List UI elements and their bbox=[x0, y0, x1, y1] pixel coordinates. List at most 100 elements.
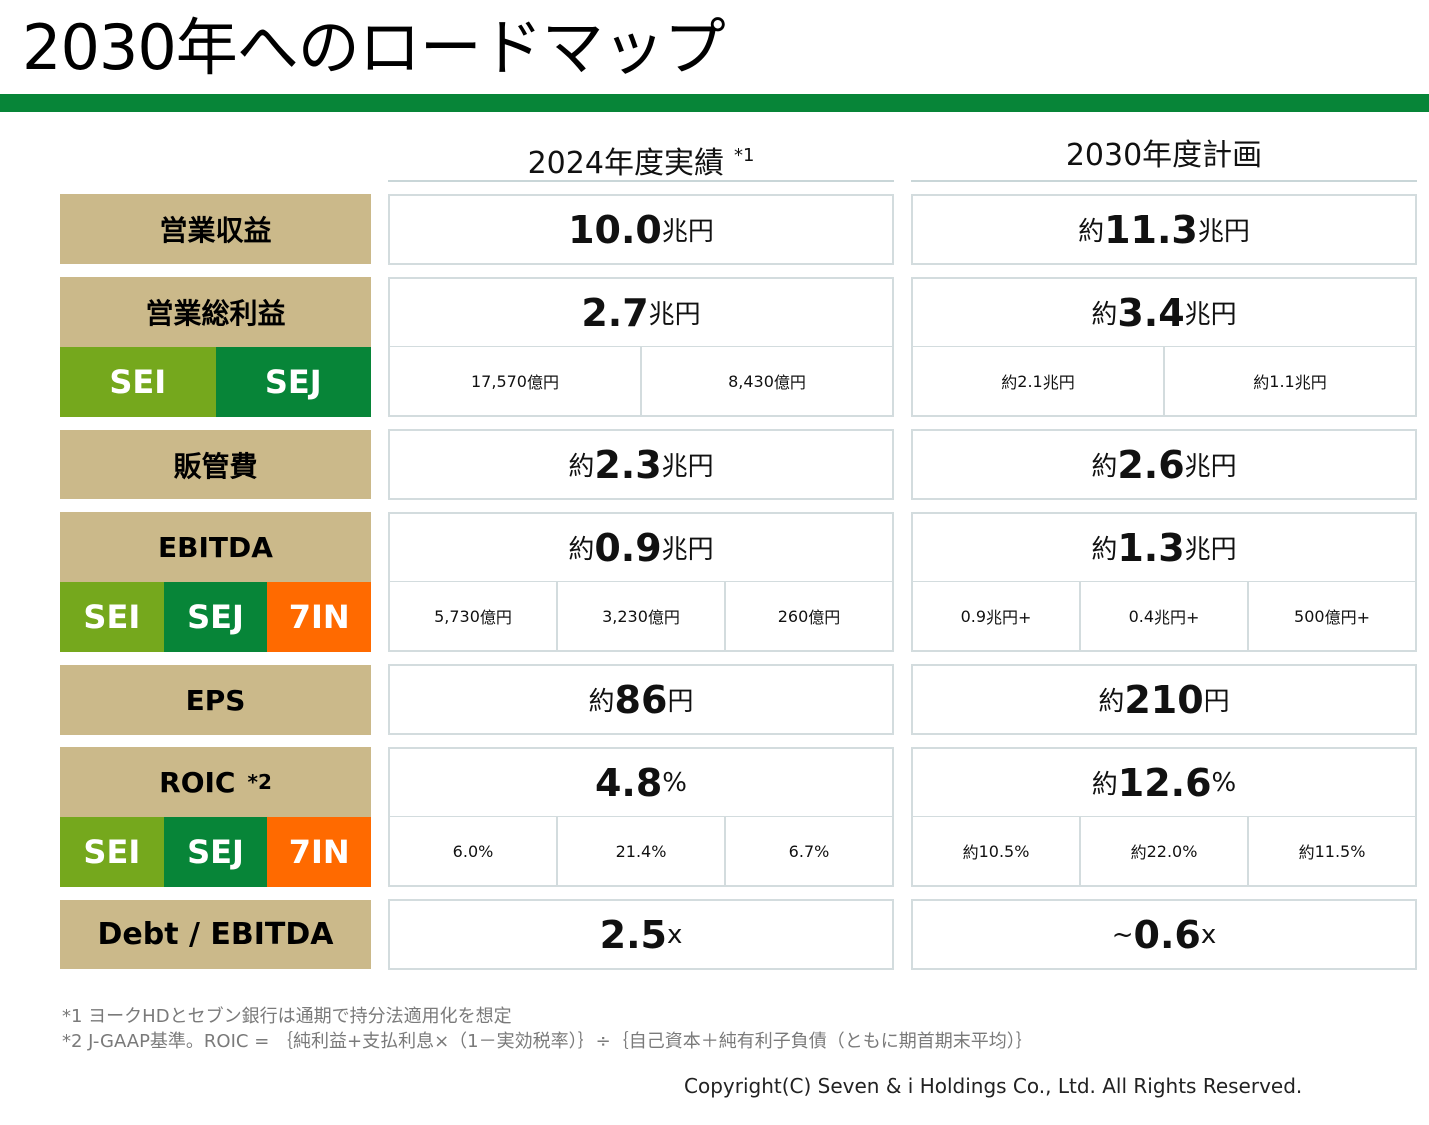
ebitda-plan: 約 1.3 兆円 bbox=[911, 512, 1417, 583]
value-prefix: 約 bbox=[1091, 535, 1118, 565]
row-label-debt-ebitda: Debt / EBITDA bbox=[60, 900, 371, 969]
breakdown-cell-sej: 0.4 兆円+ bbox=[1079, 582, 1247, 650]
segment-sej: SEJ bbox=[163, 582, 268, 652]
value-number: 12.6 bbox=[1117, 760, 1212, 805]
footnote-marker: *1 bbox=[733, 145, 755, 166]
breakdown-cell-7in: 6.7% bbox=[724, 817, 892, 885]
debt-ebitda-actual: 2.5 x bbox=[388, 899, 894, 970]
value-number: 6.7 bbox=[788, 841, 815, 861]
breakdown-cell-7in: 500 億円+ bbox=[1247, 582, 1415, 650]
breakdown-cell-7in: 約 11.5% bbox=[1247, 817, 1415, 885]
value-number: 0.9 bbox=[594, 525, 662, 570]
value-number: 2.3 bbox=[594, 442, 662, 487]
breakdown-cell-sej: 8,430 億円 bbox=[640, 347, 892, 415]
value-unit: % bbox=[1211, 767, 1237, 798]
segment-sei: SEI bbox=[60, 582, 164, 652]
value-number: 2.5 bbox=[599, 912, 667, 957]
sga-plan: 約 2.6 兆円 bbox=[911, 429, 1417, 500]
ebitda-actual: 約 0.9 兆円 bbox=[388, 512, 894, 583]
value-unit: 億円 bbox=[526, 373, 559, 392]
breakdown-cell-sei: 約 10.5% bbox=[913, 817, 1079, 885]
ebitda-plan-breakdown: 0.9 兆円+ 0.4 兆円+ 500 億円+ bbox=[911, 582, 1417, 652]
value-prefix: 約 bbox=[1091, 770, 1118, 800]
eps-plan: 約 210 円 bbox=[911, 664, 1417, 735]
value-unit: 兆円+ bbox=[986, 608, 1032, 627]
breakdown-cell-sej: 約 1.1 兆円 bbox=[1163, 347, 1415, 415]
value-unit: 億円 bbox=[773, 373, 806, 392]
value-number: 11.3 bbox=[1104, 207, 1198, 252]
segment-7in: 7IN bbox=[267, 817, 372, 887]
value-unit: 億円 bbox=[479, 608, 512, 627]
footnote-2: *2 J-GAAP基準。ROIC = ｛純利益+支払利息×（1－実効税率）｝÷｛… bbox=[62, 1031, 1034, 1052]
value-prefix: 約 bbox=[1091, 300, 1118, 330]
value-number: 0.9 bbox=[960, 606, 987, 626]
value-unit: % bbox=[662, 767, 688, 798]
value-unit: 億円 bbox=[808, 608, 841, 627]
value-number: 21.4 bbox=[615, 841, 652, 861]
value-unit: 億円 bbox=[647, 608, 680, 627]
value-unit: % bbox=[814, 841, 830, 861]
row-label-eps: EPS bbox=[60, 665, 371, 735]
value-prefix: 約 bbox=[1298, 843, 1315, 862]
value-unit: x bbox=[1200, 919, 1217, 950]
value-unit: 兆円 bbox=[648, 300, 701, 330]
value-unit: 兆円 bbox=[1184, 300, 1237, 330]
breakdown-cell-sei: 0.9 兆円+ bbox=[913, 582, 1079, 650]
roic-actual: 4.8% bbox=[388, 747, 894, 818]
segment-sei: SEI bbox=[60, 817, 164, 887]
value-number: 8,430 bbox=[728, 371, 774, 391]
copyright: Copyright(C) Seven & i Holdings Co., Ltd… bbox=[684, 1074, 1303, 1098]
sga-actual: 約 2.3 兆円 bbox=[388, 429, 894, 500]
value-number: 4.8 bbox=[594, 760, 663, 805]
page-title: 2030年へのロードマップ bbox=[22, 11, 726, 84]
value-prefix: 約 bbox=[1001, 373, 1018, 392]
value-unit: 兆円 bbox=[661, 217, 714, 247]
row-label-revenue: 営業収益 bbox=[60, 194, 371, 264]
segment-labels-ebitda: SEI SEJ 7IN bbox=[60, 582, 372, 652]
breakdown-cell-sej: 21.4% bbox=[556, 817, 724, 885]
segment-labels-roic: SEI SEJ 7IN bbox=[60, 817, 372, 887]
gross-profit-actual-breakdown: 17,570 億円 8,430 億円 bbox=[388, 347, 894, 417]
segment-7in: 7IN bbox=[267, 582, 372, 652]
value-unit: % bbox=[478, 841, 494, 861]
segment-labels-gross-profit: SEI SEJ bbox=[60, 347, 371, 417]
value-unit: x bbox=[666, 919, 683, 950]
value-unit: % bbox=[1014, 841, 1030, 861]
value-unit: 円 bbox=[1203, 687, 1230, 717]
column-header-plan-label: 2030年度計画 bbox=[1065, 138, 1263, 173]
value-unit: 兆円 bbox=[1197, 217, 1250, 247]
value-number: 3.4 bbox=[1117, 290, 1185, 335]
gross-profit-plan: 約 3.4 兆円 bbox=[911, 277, 1417, 348]
value-number: 0.6 bbox=[1133, 912, 1201, 957]
value-number: 10.5 bbox=[978, 841, 1015, 861]
value-unit: 兆円 bbox=[1184, 452, 1237, 482]
value-prefix: 約 bbox=[1253, 373, 1270, 392]
ebitda-actual-breakdown: 5,730 億円 3,230 億円 260 億円 bbox=[388, 582, 894, 652]
value-prefix: ~ bbox=[1111, 919, 1134, 950]
roic-label-text: ROIC bbox=[159, 765, 236, 799]
breakdown-cell-sej: 約 22.0% bbox=[1079, 817, 1247, 885]
value-unit: 億円+ bbox=[1324, 608, 1370, 627]
row-label-roic: ROIC *2 bbox=[60, 747, 371, 817]
value-number: 11.5 bbox=[1314, 841, 1351, 861]
value-number: 500 bbox=[1294, 606, 1325, 626]
value-number: 2.1 bbox=[1017, 371, 1043, 391]
debt-ebitda-plan: ~0.6 x bbox=[911, 899, 1417, 970]
row-label-sga: 販管費 bbox=[60, 430, 371, 499]
value-prefix: 約 bbox=[588, 687, 615, 717]
value-unit: % bbox=[1182, 841, 1198, 861]
breakdown-cell-sei: 17,570 億円 bbox=[390, 347, 640, 415]
breakdown-cell-sej: 3,230 億円 bbox=[556, 582, 724, 650]
segment-sej: SEJ bbox=[215, 347, 371, 417]
value-prefix: 約 bbox=[1098, 687, 1125, 717]
value-prefix: 約 bbox=[568, 452, 595, 482]
value-number: 2.6 bbox=[1117, 442, 1185, 487]
value-number: 22.0 bbox=[1146, 841, 1183, 861]
row-label-ebitda: EBITDA bbox=[60, 512, 371, 582]
footnote-1: *1 ヨークHDとセブン銀行は通期で持分法適用化を想定 bbox=[62, 1006, 512, 1027]
value-number: 210 bbox=[1124, 677, 1204, 722]
segment-sej: SEJ bbox=[163, 817, 268, 887]
column-header-actual-label: 2024年度実績 bbox=[527, 146, 724, 181]
value-prefix: 約 bbox=[1091, 452, 1118, 482]
value-prefix: 約 bbox=[1078, 217, 1105, 247]
